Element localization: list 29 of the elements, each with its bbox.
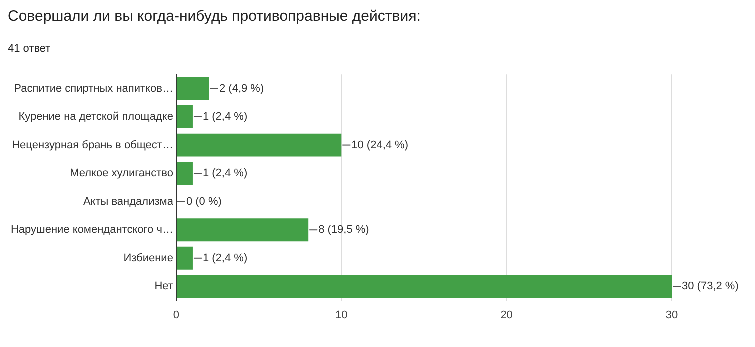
x-tick-label: 20 (500, 309, 513, 322)
y-tick-label: Нет (154, 280, 174, 293)
y-tick-label: Курение на детской площадке (18, 111, 174, 124)
data-label: 2 (4,9 %) (219, 82, 264, 95)
bar (176, 275, 672, 298)
data-label: 1 (2,4 %) (202, 252, 248, 264)
data-label: 10 (24,4 %) (352, 139, 409, 152)
bar (176, 162, 193, 186)
bar (176, 134, 342, 157)
bar (176, 218, 309, 242)
y-tick-label: Нецензурная брань в общест… (12, 139, 174, 152)
data-label: 0 (0 %) (186, 196, 222, 208)
bar (176, 246, 193, 270)
bar (176, 106, 193, 128)
x-tick-label: 30 (666, 309, 678, 322)
data-label: 1 (2,4 %) (202, 111, 248, 124)
chart-title: Совершали ли вы когда-нибудь противоправные действия: (8, 8, 422, 25)
x-tick-label: 10 (336, 309, 348, 322)
text: 41 ответ (8, 43, 52, 55)
y-tick-label: Нарушение комендантского ч… (10, 224, 174, 236)
data-label: 1 (2,4 %) (202, 168, 248, 180)
y-tick-label: Акты вандализма (83, 196, 174, 208)
y-tick-label: Распитие спиртных напитков… (14, 82, 174, 95)
y-tick-label: Мелкое хулиганство (70, 168, 174, 180)
x-tick-label: 0 (173, 309, 180, 322)
data-label: 8 (19,5 %) (318, 224, 370, 236)
data-label: 30 (73,2 %) (682, 280, 739, 293)
bar (176, 77, 210, 100)
y-tick-label: Избиение (124, 252, 174, 264)
